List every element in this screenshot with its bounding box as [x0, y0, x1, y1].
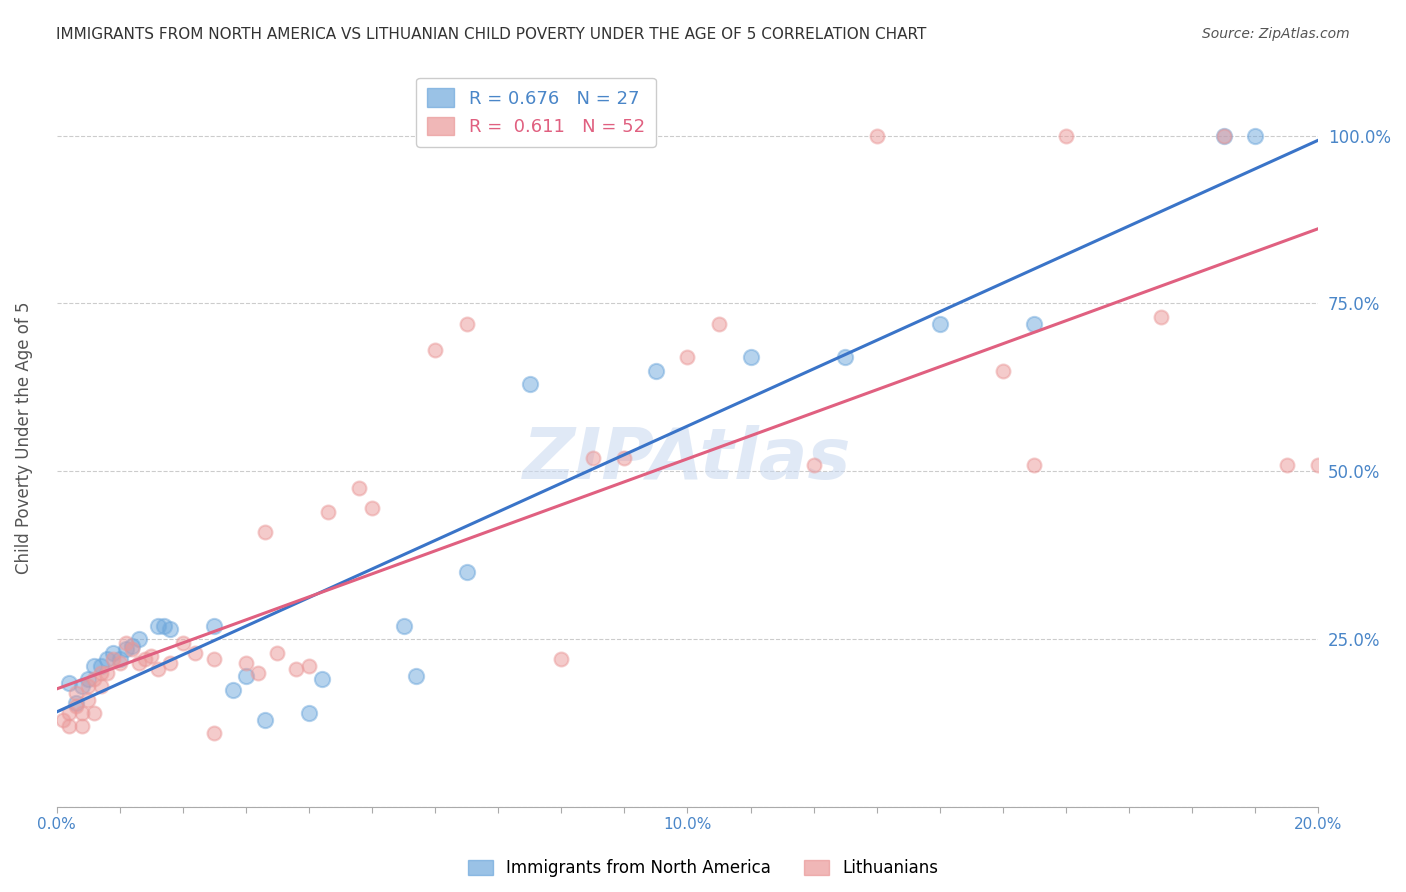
Text: IMMIGRANTS FROM NORTH AMERICA VS LITHUANIAN CHILD POVERTY UNDER THE AGE OF 5 COR: IMMIGRANTS FROM NORTH AMERICA VS LITHUAN… — [56, 27, 927, 42]
Point — [141, 648, 163, 663]
Point — [1244, 128, 1267, 143]
Y-axis label: Child Poverty Under the Age of 5: Child Poverty Under the Age of 5 — [15, 301, 32, 574]
Point — [83, 673, 105, 687]
Point — [834, 350, 856, 364]
Point — [90, 659, 112, 673]
Point — [1212, 128, 1234, 143]
Legend: R = 0.676   N = 27, R =  0.611   N = 52: R = 0.676 N = 27, R = 0.611 N = 52 — [416, 78, 655, 147]
Point — [128, 632, 150, 647]
Point — [1212, 128, 1234, 143]
Point — [184, 646, 207, 660]
Point — [58, 719, 80, 733]
Point — [159, 622, 181, 636]
Point — [77, 673, 100, 687]
Point — [103, 646, 125, 660]
Point — [77, 692, 100, 706]
Point — [1149, 310, 1171, 324]
Point — [222, 682, 245, 697]
Point — [77, 679, 100, 693]
Point — [146, 618, 169, 632]
Point — [96, 652, 118, 666]
Point — [202, 618, 225, 632]
Point — [172, 635, 194, 649]
Point — [202, 726, 225, 740]
Text: Source: ZipAtlas.com: Source: ZipAtlas.com — [1202, 27, 1350, 41]
Point — [202, 652, 225, 666]
Point — [235, 656, 257, 670]
Point — [707, 317, 730, 331]
Point — [405, 669, 427, 683]
Point — [613, 450, 636, 465]
Point — [1054, 128, 1077, 143]
Point — [456, 317, 478, 331]
Point — [159, 656, 181, 670]
Point — [235, 669, 257, 683]
Point — [103, 652, 125, 666]
Point — [70, 706, 93, 720]
Point — [253, 524, 276, 539]
Point — [128, 656, 150, 670]
Point — [70, 679, 93, 693]
Point — [1024, 458, 1046, 472]
Point — [121, 639, 143, 653]
Point — [676, 350, 699, 364]
Point — [65, 696, 87, 710]
Point — [115, 642, 138, 657]
Point — [803, 458, 825, 472]
Point — [285, 662, 308, 676]
Legend: Immigrants from North America, Lithuanians: Immigrants from North America, Lithuania… — [461, 853, 945, 884]
Point — [247, 665, 270, 680]
Point — [90, 665, 112, 680]
Point — [115, 635, 138, 649]
Point — [83, 706, 105, 720]
Point — [423, 343, 446, 358]
Point — [146, 662, 169, 676]
Text: ZIPAtlas: ZIPAtlas — [523, 425, 852, 494]
Point — [70, 719, 93, 733]
Point — [298, 659, 321, 673]
Point — [316, 505, 339, 519]
Point — [134, 652, 156, 666]
Point — [740, 350, 762, 364]
Point — [121, 642, 143, 657]
Point — [253, 713, 276, 727]
Point — [65, 699, 87, 714]
Point — [153, 618, 176, 632]
Point — [349, 481, 371, 495]
Point — [58, 706, 80, 720]
Point — [83, 659, 105, 673]
Point — [991, 363, 1014, 377]
Point — [550, 652, 572, 666]
Point — [108, 652, 131, 666]
Point — [108, 656, 131, 670]
Point — [96, 665, 118, 680]
Point — [298, 706, 321, 720]
Point — [58, 675, 80, 690]
Point — [519, 377, 541, 392]
Point — [52, 713, 75, 727]
Point — [65, 686, 87, 700]
Point — [361, 501, 384, 516]
Point — [392, 618, 415, 632]
Point — [1275, 458, 1298, 472]
Point — [90, 679, 112, 693]
Point — [928, 317, 950, 331]
Point — [582, 450, 605, 465]
Point — [866, 128, 889, 143]
Point — [266, 646, 288, 660]
Point — [645, 363, 668, 377]
Point — [1024, 317, 1046, 331]
Point — [311, 673, 333, 687]
Point — [456, 565, 478, 579]
Point — [1308, 458, 1330, 472]
